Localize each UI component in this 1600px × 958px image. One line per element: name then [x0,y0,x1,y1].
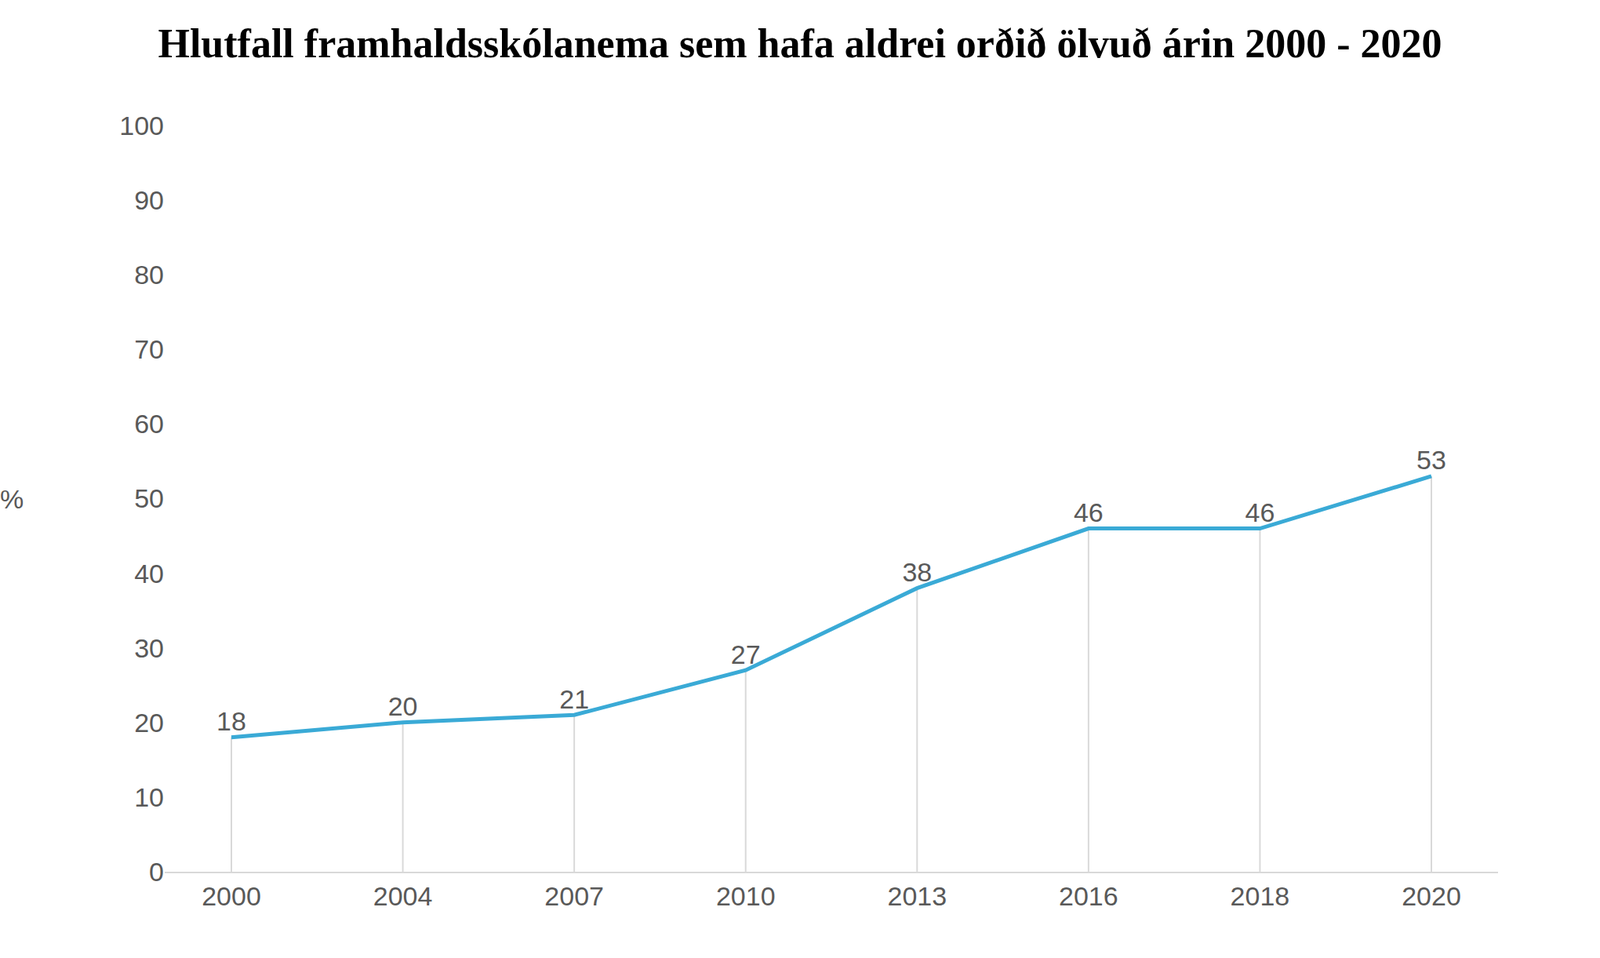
svg-text:27: 27 [730,639,761,670]
svg-text:Hlutfall framhaldsskólanema se: Hlutfall framhaldsskólanema sem hafa ald… [157,21,1442,66]
svg-text:2016: 2016 [1058,880,1119,911]
svg-text:0: 0 [149,856,164,887]
svg-text:30: 30 [134,632,164,663]
svg-text:%: % [0,483,24,514]
svg-text:46: 46 [1245,497,1276,528]
svg-text:2007: 2007 [544,880,604,911]
svg-text:53: 53 [1416,444,1447,475]
svg-text:2010: 2010 [716,880,776,911]
svg-text:2020: 2020 [1401,880,1462,911]
svg-text:90: 90 [134,185,164,215]
svg-text:18: 18 [216,705,247,736]
svg-text:2018: 2018 [1230,880,1291,911]
svg-text:80: 80 [134,259,164,290]
svg-text:2013: 2013 [887,880,947,911]
svg-text:46: 46 [1073,497,1104,528]
svg-text:20: 20 [388,690,419,721]
svg-text:2004: 2004 [373,880,433,911]
svg-text:38: 38 [901,556,932,587]
svg-text:2000: 2000 [201,880,262,911]
svg-text:40: 40 [134,558,164,589]
svg-text:50: 50 [134,483,164,513]
svg-text:60: 60 [134,408,164,439]
svg-text:70: 70 [134,334,164,364]
svg-text:10: 10 [134,781,164,812]
svg-text:21: 21 [559,683,590,714]
svg-text:100: 100 [119,110,164,141]
svg-text:20: 20 [134,707,164,738]
